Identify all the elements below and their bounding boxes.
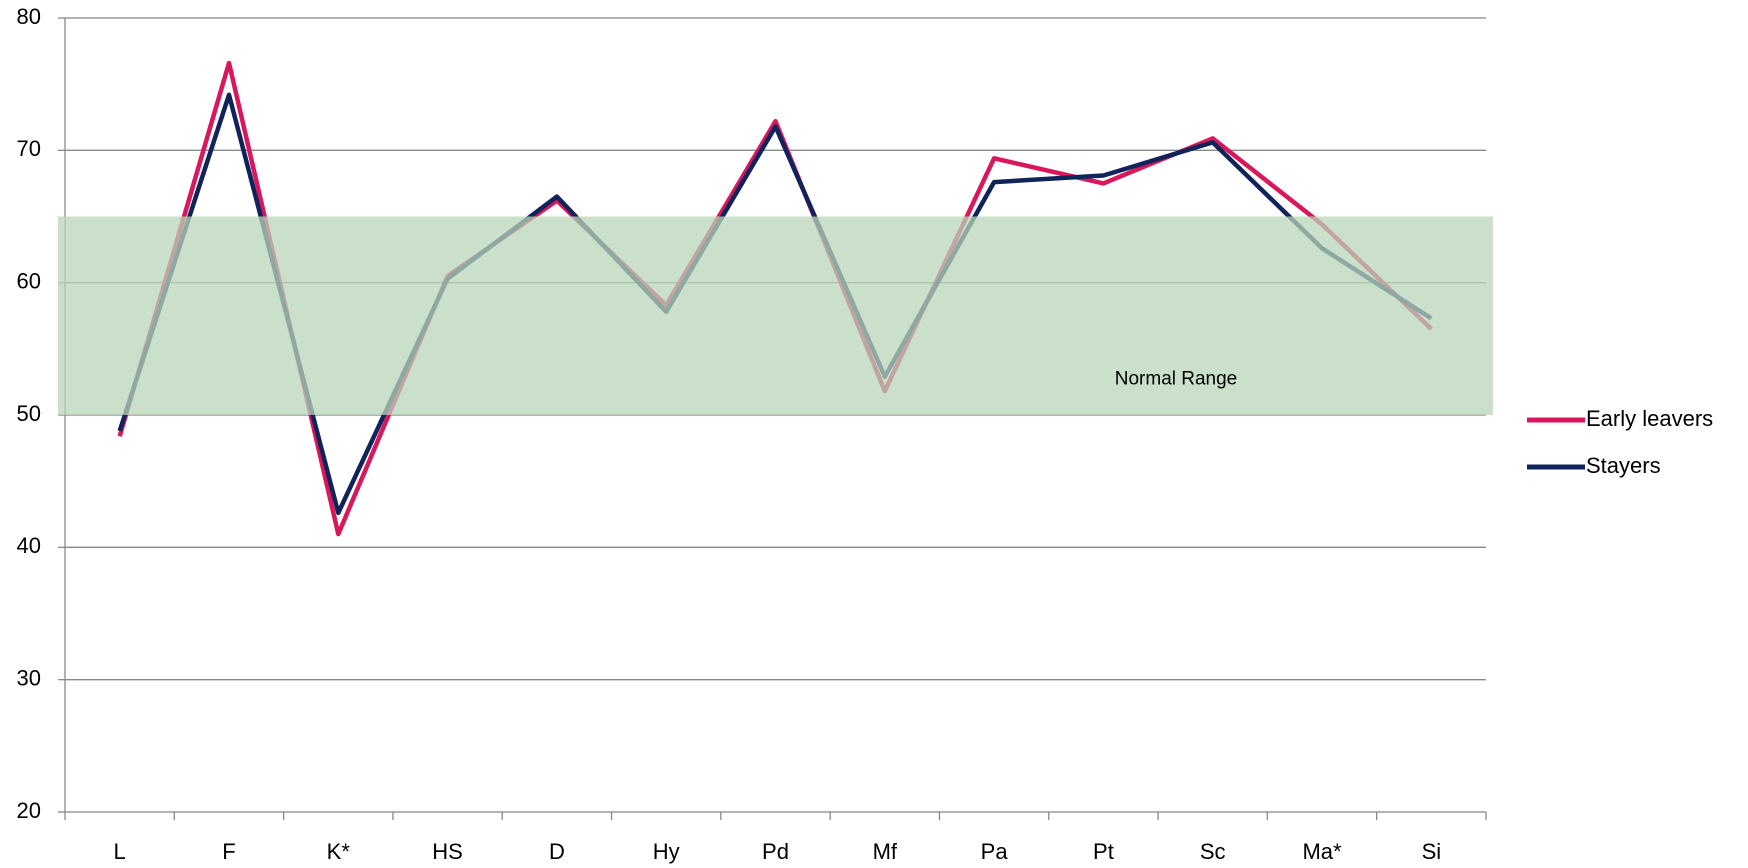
- legend-label: Early leavers: [1586, 406, 1713, 431]
- x-tick-label: HS: [432, 839, 463, 864]
- normal-range-band: [58, 216, 1493, 415]
- y-tick-label: 30: [17, 665, 41, 690]
- x-tick-label: Hy: [653, 839, 680, 864]
- band-label: Normal Range: [1115, 368, 1238, 389]
- x-tick-label: Pd: [762, 839, 789, 864]
- y-tick-label: 80: [17, 4, 41, 29]
- y-tick-label: 20: [17, 798, 41, 823]
- x-tick-label: Si: [1422, 839, 1442, 864]
- y-tick-label: 50: [17, 401, 41, 426]
- x-tick-label: Pa: [981, 839, 1009, 864]
- x-tick-label: Pt: [1093, 839, 1114, 864]
- x-tick-label: Sc: [1200, 839, 1226, 864]
- x-tick-label: F: [222, 839, 235, 864]
- y-tick-label: 60: [17, 268, 41, 293]
- y-tick-label: 40: [17, 533, 41, 558]
- y-tick-label: 70: [17, 136, 41, 161]
- series-line: [117, 92, 1433, 516]
- x-tick-label: L: [114, 839, 126, 864]
- legend-label: Stayers: [1586, 453, 1661, 478]
- x-tick-label: Ma*: [1302, 839, 1342, 864]
- x-tick-label: Mf: [873, 839, 898, 864]
- x-tick-label: D: [549, 839, 565, 864]
- series-line: [117, 60, 1433, 537]
- x-tick-label: K*: [327, 839, 351, 864]
